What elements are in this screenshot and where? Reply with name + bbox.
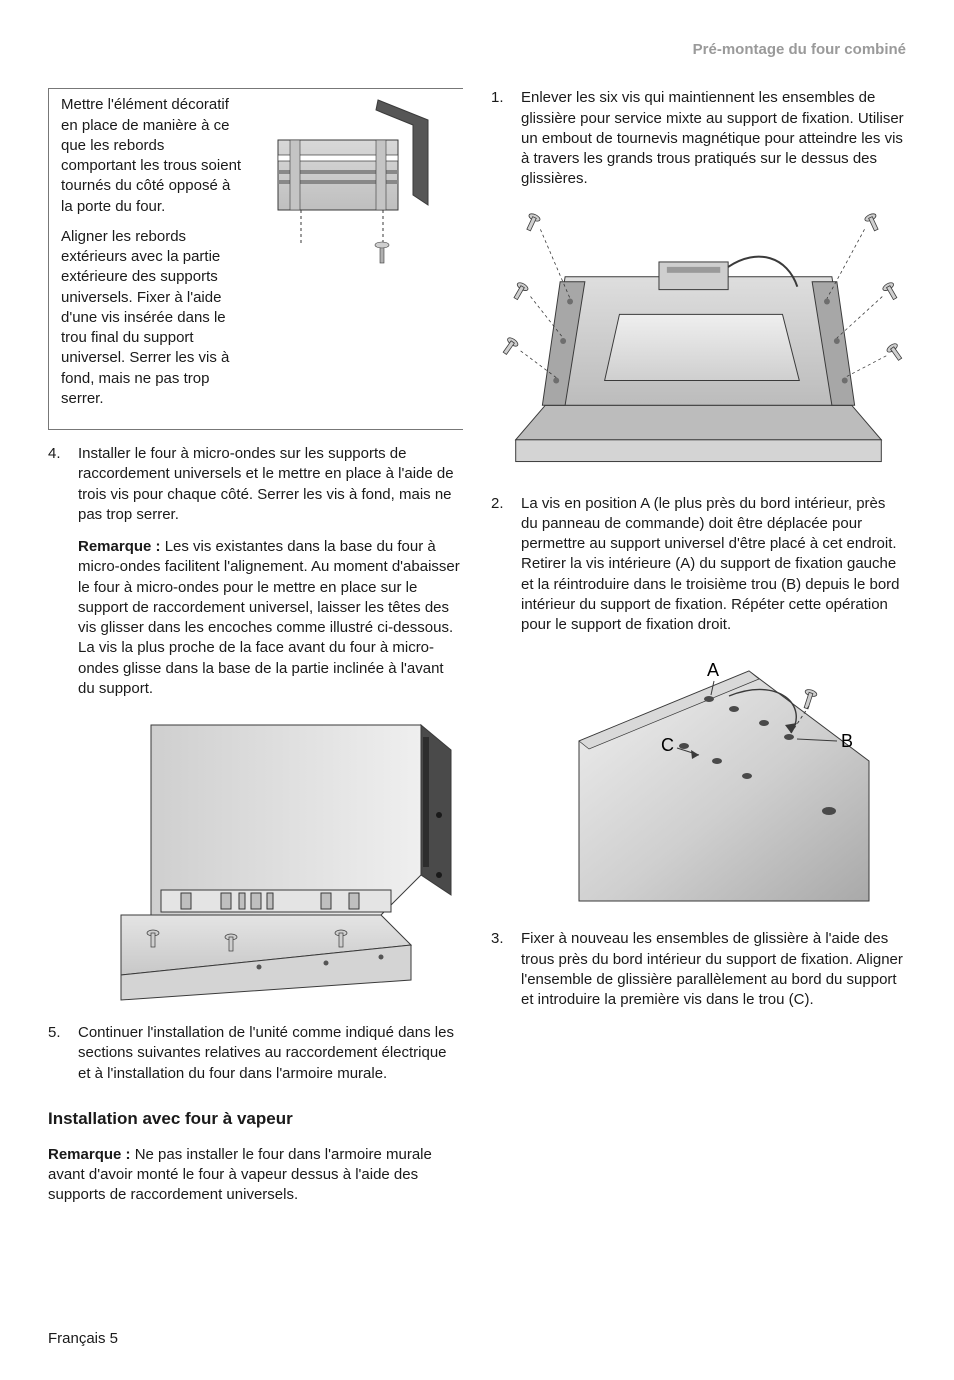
steam-oven-note: Remarque : Ne pas installer le four dans… bbox=[48, 1145, 463, 1206]
steam-oven-heading: Installation avec four à vapeur bbox=[48, 1108, 463, 1131]
two-column-layout: Mettre l'élément décoratif en place de m… bbox=[48, 88, 906, 1219]
step-4-p1: Installer le four à micro-ondes sur les … bbox=[78, 444, 463, 525]
page-header: Pré-montage du four combiné bbox=[48, 40, 906, 60]
right-steps: Enlever les six vis qui maintiennent les… bbox=[491, 88, 906, 1010]
right-column: Enlever les six vis qui maintiennent les… bbox=[491, 88, 906, 1219]
step-r2-text: La vis en position A (le plus près du bo… bbox=[521, 494, 906, 636]
decorative-assembly-illustration bbox=[268, 95, 438, 285]
abc-screw-illustration: A B C bbox=[549, 651, 879, 911]
step-r3-text: Fixer à nouveau les ensembles de glissiè… bbox=[521, 929, 906, 1010]
note-label: Remarque : bbox=[48, 1146, 135, 1163]
step-4-note: Remarque : Les vis existantes dans la ba… bbox=[78, 537, 463, 699]
microwave-bracket-figure bbox=[78, 715, 463, 1005]
step-5-text: Continuer l'installation de l'unité comm… bbox=[78, 1023, 463, 1084]
label-A: A bbox=[707, 660, 719, 680]
left-column: Mettre l'élément décoratif en place de m… bbox=[48, 88, 463, 1219]
boxed-p2: Aligner les rebords extérieurs avec la p… bbox=[61, 227, 242, 409]
left-steps: Installer le four à micro-ondes sur les … bbox=[48, 444, 463, 1084]
step-5: Continuer l'installation de l'unité comm… bbox=[48, 1023, 463, 1084]
boxed-step-figure bbox=[250, 95, 455, 419]
boxed-step-text: Mettre l'élément décoratif en place de m… bbox=[61, 95, 250, 419]
header-title: Pré-montage du four combiné bbox=[693, 41, 906, 58]
boxed-step: Mettre l'élément décoratif en place de m… bbox=[48, 88, 463, 430]
six-screws-illustration bbox=[491, 206, 906, 476]
label-B: B bbox=[841, 731, 853, 751]
label-C: C bbox=[661, 735, 674, 755]
note-body: Les vis existantes dans la base du four … bbox=[78, 538, 460, 697]
note-label: Remarque : bbox=[78, 538, 165, 555]
step-r1-text: Enlever les six vis qui maintiennent les… bbox=[521, 88, 906, 189]
microwave-bracket-illustration bbox=[81, 715, 461, 1005]
page-footer: Français 5 bbox=[48, 1329, 906, 1349]
step-r3: Fixer à nouveau les ensembles de glissiè… bbox=[491, 929, 906, 1010]
boxed-p1: Mettre l'élément décoratif en place de m… bbox=[61, 95, 242, 217]
six-screws-figure bbox=[491, 206, 906, 476]
step-r2: La vis en position A (le plus près du bo… bbox=[491, 494, 906, 912]
step-4: Installer le four à micro-ondes sur les … bbox=[48, 444, 463, 1005]
footer-text: Français 5 bbox=[48, 1330, 118, 1347]
abc-screw-figure: A B C bbox=[521, 651, 906, 911]
step-r1: Enlever les six vis qui maintiennent les… bbox=[491, 88, 906, 475]
